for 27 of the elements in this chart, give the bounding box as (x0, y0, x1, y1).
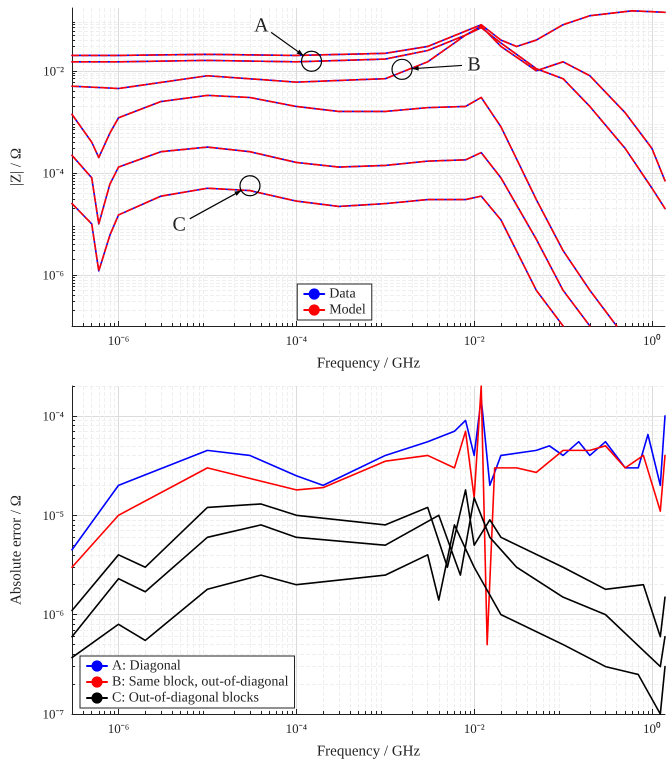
y-tick-label: 10⁻⁷ (42, 706, 64, 722)
y-tick-label: 10⁻⁶ (42, 607, 64, 622)
x-tick-label: 10⁰ (643, 333, 662, 348)
annotation: C (172, 214, 186, 236)
x-tick-label: 10⁻² (464, 721, 485, 736)
legend-label: A: Diagonal (112, 658, 181, 674)
x-tick-label: 10⁻² (464, 333, 485, 348)
y-tick-label: 10⁻² (43, 63, 64, 78)
y-axis-title: |Z| / Ω (8, 148, 24, 186)
annotation: A (254, 14, 270, 36)
y-tick-label: 10⁻⁴ (42, 165, 64, 180)
x-tick-label: 10⁻⁶ (108, 333, 130, 348)
y-tick-label: 10⁻⁴ (42, 408, 64, 424)
legend-label: C: Out-of-diagonal blocks (112, 690, 259, 706)
x-tick-label: 10⁻⁴ (286, 333, 308, 348)
y-tick-label: 10⁻⁵ (42, 508, 64, 523)
y-tick-label: 10⁻⁶ (42, 267, 64, 282)
x-tick-label: 10⁻⁴ (286, 721, 308, 736)
x-tick-label: 10⁰ (643, 721, 662, 736)
legend-label: Data (329, 286, 356, 302)
legend-label: Model (329, 302, 366, 318)
x-tick-label: 10⁻⁶ (108, 721, 130, 736)
annotation: B (467, 54, 481, 76)
y-axis-title: Absolute error / Ω (8, 495, 24, 605)
legend-label: B: Same block, out-of-diagonal (112, 674, 289, 690)
x-axis-title: Frequency / GHz (316, 356, 420, 372)
x-axis-title: Frequency / GHz (316, 744, 420, 760)
